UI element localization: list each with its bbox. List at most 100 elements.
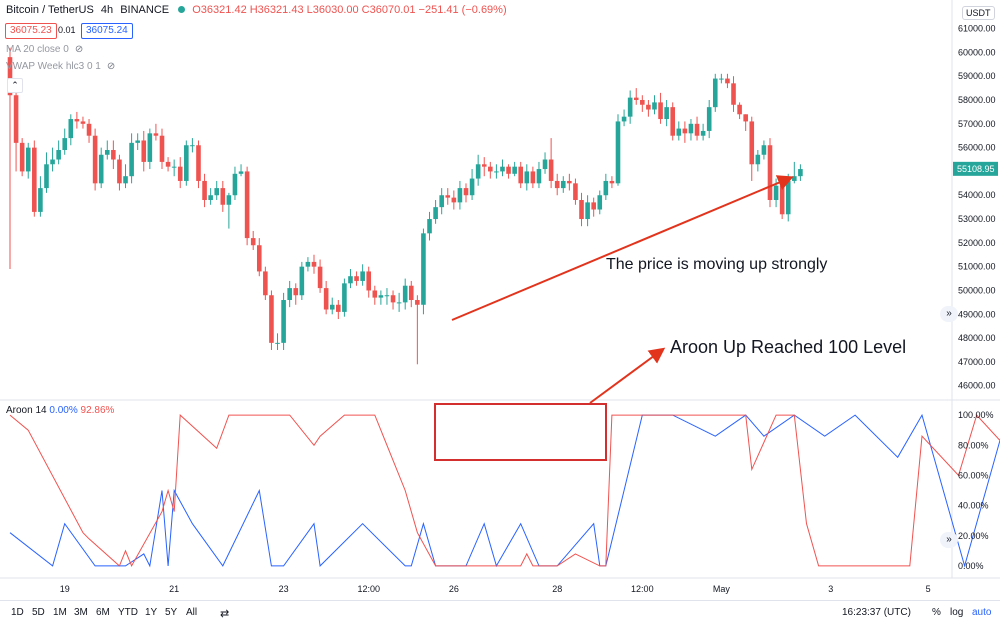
eye-hidden-icon[interactable]: ⊘ <box>74 44 84 55</box>
candle-body <box>554 180 560 189</box>
aroon-legend[interactable]: Aroon 14 0.00% 92.86% <box>6 405 114 416</box>
candle-body <box>767 145 773 200</box>
candle-body <box>640 100 645 105</box>
date-range-icon[interactable]: ⇄ <box>220 608 230 620</box>
candle-body <box>469 178 475 196</box>
price-tick-label: 57000.00 <box>958 119 996 129</box>
candle-body <box>354 276 359 281</box>
candle-body <box>402 285 408 303</box>
candle-body <box>129 142 134 177</box>
clock-time[interactable]: 16:23:37 (UTC) <box>842 607 911 618</box>
collapse-indicators-button[interactable]: ⌃ <box>7 78 23 93</box>
candle-body <box>86 123 92 136</box>
candle-body <box>646 104 651 110</box>
candle-body <box>676 128 682 136</box>
aroon-annotation: Aroon Up Reached 100 Level <box>670 337 907 357</box>
symbol-name[interactable]: Bitcoin / TetherUS <box>6 4 94 16</box>
percent-toggle[interactable]: % <box>932 607 941 618</box>
candle-body <box>104 150 110 155</box>
candle-body <box>177 166 183 181</box>
candle-body <box>658 102 663 120</box>
candle-body <box>311 261 317 267</box>
eye-hidden-icon[interactable]: ⊘ <box>106 61 116 72</box>
candle-body <box>232 173 238 196</box>
candle-body <box>609 180 615 184</box>
aroon-tick-label: 20.00% <box>958 531 989 541</box>
candle-body <box>171 166 177 168</box>
timeframe-6m[interactable]: 6M <box>96 607 110 618</box>
candle-body <box>415 300 420 305</box>
scroll-to-latest-icon[interactable]: » <box>940 532 958 548</box>
sell-price-button[interactable]: 36075.23 <box>5 23 57 39</box>
time-tick-label: 28 <box>552 584 562 594</box>
candle-body <box>591 202 596 210</box>
aroon-up-line <box>9 413 1000 568</box>
time-tick-label: 23 <box>279 584 289 594</box>
price-tick-label: 60000.00 <box>958 47 996 57</box>
timeframe-5d[interactable]: 5D <box>32 607 45 618</box>
last-price-tag <box>953 161 998 176</box>
price-tick-label: 46000.00 <box>958 381 996 391</box>
highlight-box <box>434 403 607 461</box>
candle-body <box>214 188 220 196</box>
candle-body <box>755 154 761 165</box>
time-tick-label: 19 <box>60 584 70 594</box>
candle-body <box>74 119 80 122</box>
price-tick-label: 47000.00 <box>958 357 996 367</box>
spread-label: 0.01 <box>58 25 76 35</box>
candle-body <box>518 166 524 184</box>
time-tick-label: 12:00 <box>357 584 380 594</box>
indicator-vwap-label: VWAP Week hlc3 0 1 <box>6 61 101 72</box>
candle-body <box>360 271 365 281</box>
exchange-label: BINANCE <box>120 4 170 16</box>
candle-body <box>336 304 341 312</box>
candle-body <box>384 295 390 297</box>
candle-body <box>451 197 457 203</box>
candle-body <box>457 188 463 203</box>
candle-body <box>524 171 530 184</box>
timeframe-all[interactable]: All <box>186 607 198 618</box>
indicator-vwap[interactable]: VWAP Week hlc3 0 1 ⊘ <box>6 61 115 72</box>
price-axis: 61000.00 60000.00 59000.00 58000.00 57000.00… <box>953 24 998 571</box>
timeframe-1d[interactable]: 1D <box>11 607 24 618</box>
candle-body <box>536 169 542 184</box>
candle-body <box>226 195 232 205</box>
market-status-icon <box>178 6 186 13</box>
indicator-ma[interactable]: MA 20 close 0 ⊘ <box>6 44 83 55</box>
aroon-annotation-arrow <box>589 347 666 404</box>
candle-body <box>159 135 165 162</box>
candle-body <box>567 180 572 184</box>
timeframe-5y[interactable]: 5Y <box>165 607 178 618</box>
timeframe-1m[interactable]: 1M <box>53 607 67 618</box>
candle-body <box>117 159 122 184</box>
candle-body <box>220 188 226 205</box>
time-tick-label: 26 <box>449 584 459 594</box>
buy-price-button[interactable]: 36075.24 <box>81 23 133 39</box>
candle-body <box>202 180 207 200</box>
scroll-to-latest-icon[interactable]: » <box>940 306 958 322</box>
interval-label[interactable]: 4h <box>100 4 114 16</box>
timeframe-1y[interactable]: 1Y <box>145 607 158 618</box>
last-price-label: 55108.95 <box>957 164 995 174</box>
timeframe-3m[interactable]: 3M <box>74 607 88 618</box>
candle-body <box>68 119 74 139</box>
candle-body <box>408 285 414 300</box>
time-tick-label: 21 <box>169 584 179 594</box>
time-tick-label: 5 <box>926 584 931 594</box>
auto-toggle[interactable]: auto <box>972 607 992 618</box>
candle-body <box>682 128 688 134</box>
candle-body <box>694 123 700 136</box>
candle-body <box>305 261 311 267</box>
candle-body <box>269 295 274 343</box>
candle-body <box>481 164 487 167</box>
candle-body <box>165 161 171 167</box>
log-toggle[interactable]: log <box>950 607 964 618</box>
candle-body <box>184 145 189 181</box>
price-tick-label: 61000.00 <box>958 24 996 34</box>
candle-body <box>323 288 329 310</box>
timeframe-ytd[interactable]: YTD <box>118 607 138 618</box>
currency-button[interactable]: USDT <box>962 6 995 20</box>
price-tick-label: 56000.00 <box>958 143 996 153</box>
candle-body <box>798 169 803 177</box>
